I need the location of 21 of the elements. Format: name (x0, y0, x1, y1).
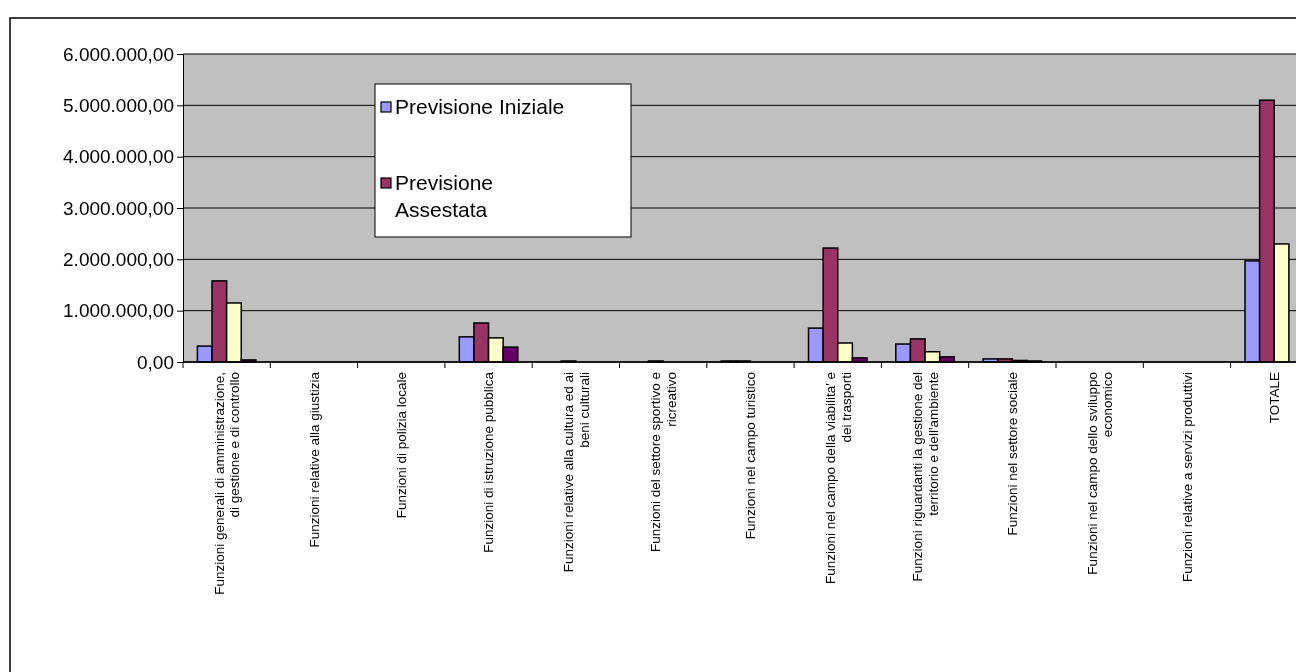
y-tick-label: 4.000.000,00 (63, 146, 174, 168)
legend-label: Previsione Iniziale (395, 95, 565, 118)
x-tick-label: Funzioni di istruzione pubblica (481, 371, 497, 553)
y-tick-label: 1.000.000,00 (63, 300, 174, 322)
x-tick-label: Funzioni generali di amministrazione, di gestione e di controllo (211, 372, 243, 595)
legend-label: Previsione Assestata (395, 171, 494, 222)
x-tick-label: Funzioni nel campo turistico (743, 372, 759, 540)
x-tick-label: Funzioni nel campo dello sviluppo economico (1084, 372, 1116, 575)
y-tick-label: 0,00 (137, 351, 174, 373)
x-tick-label: Funzioni relative alla cultura ed ai beni culturali (561, 372, 592, 573)
x-tick-label: Funzioni nel campo della viabilita' e dei trasporti (823, 372, 854, 584)
x-tick-label: Funzioni relative alla giustizia (306, 371, 322, 548)
x-tick-label: Funzioni del settore sportivo e ricreativo (648, 372, 679, 553)
y-tick-label: 3.000.000,00 (63, 197, 174, 219)
x-tick-label: TOTALE (1266, 372, 1282, 424)
x-tick-label: Funzioni relative a servizi produttivi (1179, 372, 1195, 583)
x-tick-label: Funzioni nel settore sociale (1005, 372, 1021, 536)
y-tick-label: 5.000.000,00 (63, 94, 174, 116)
x-tick-label: Funzioni di polizia locale (393, 372, 409, 519)
y-tick-label: 6.000.000,00 (63, 43, 174, 65)
y-tick-label: 2.000.000,00 (63, 248, 174, 270)
